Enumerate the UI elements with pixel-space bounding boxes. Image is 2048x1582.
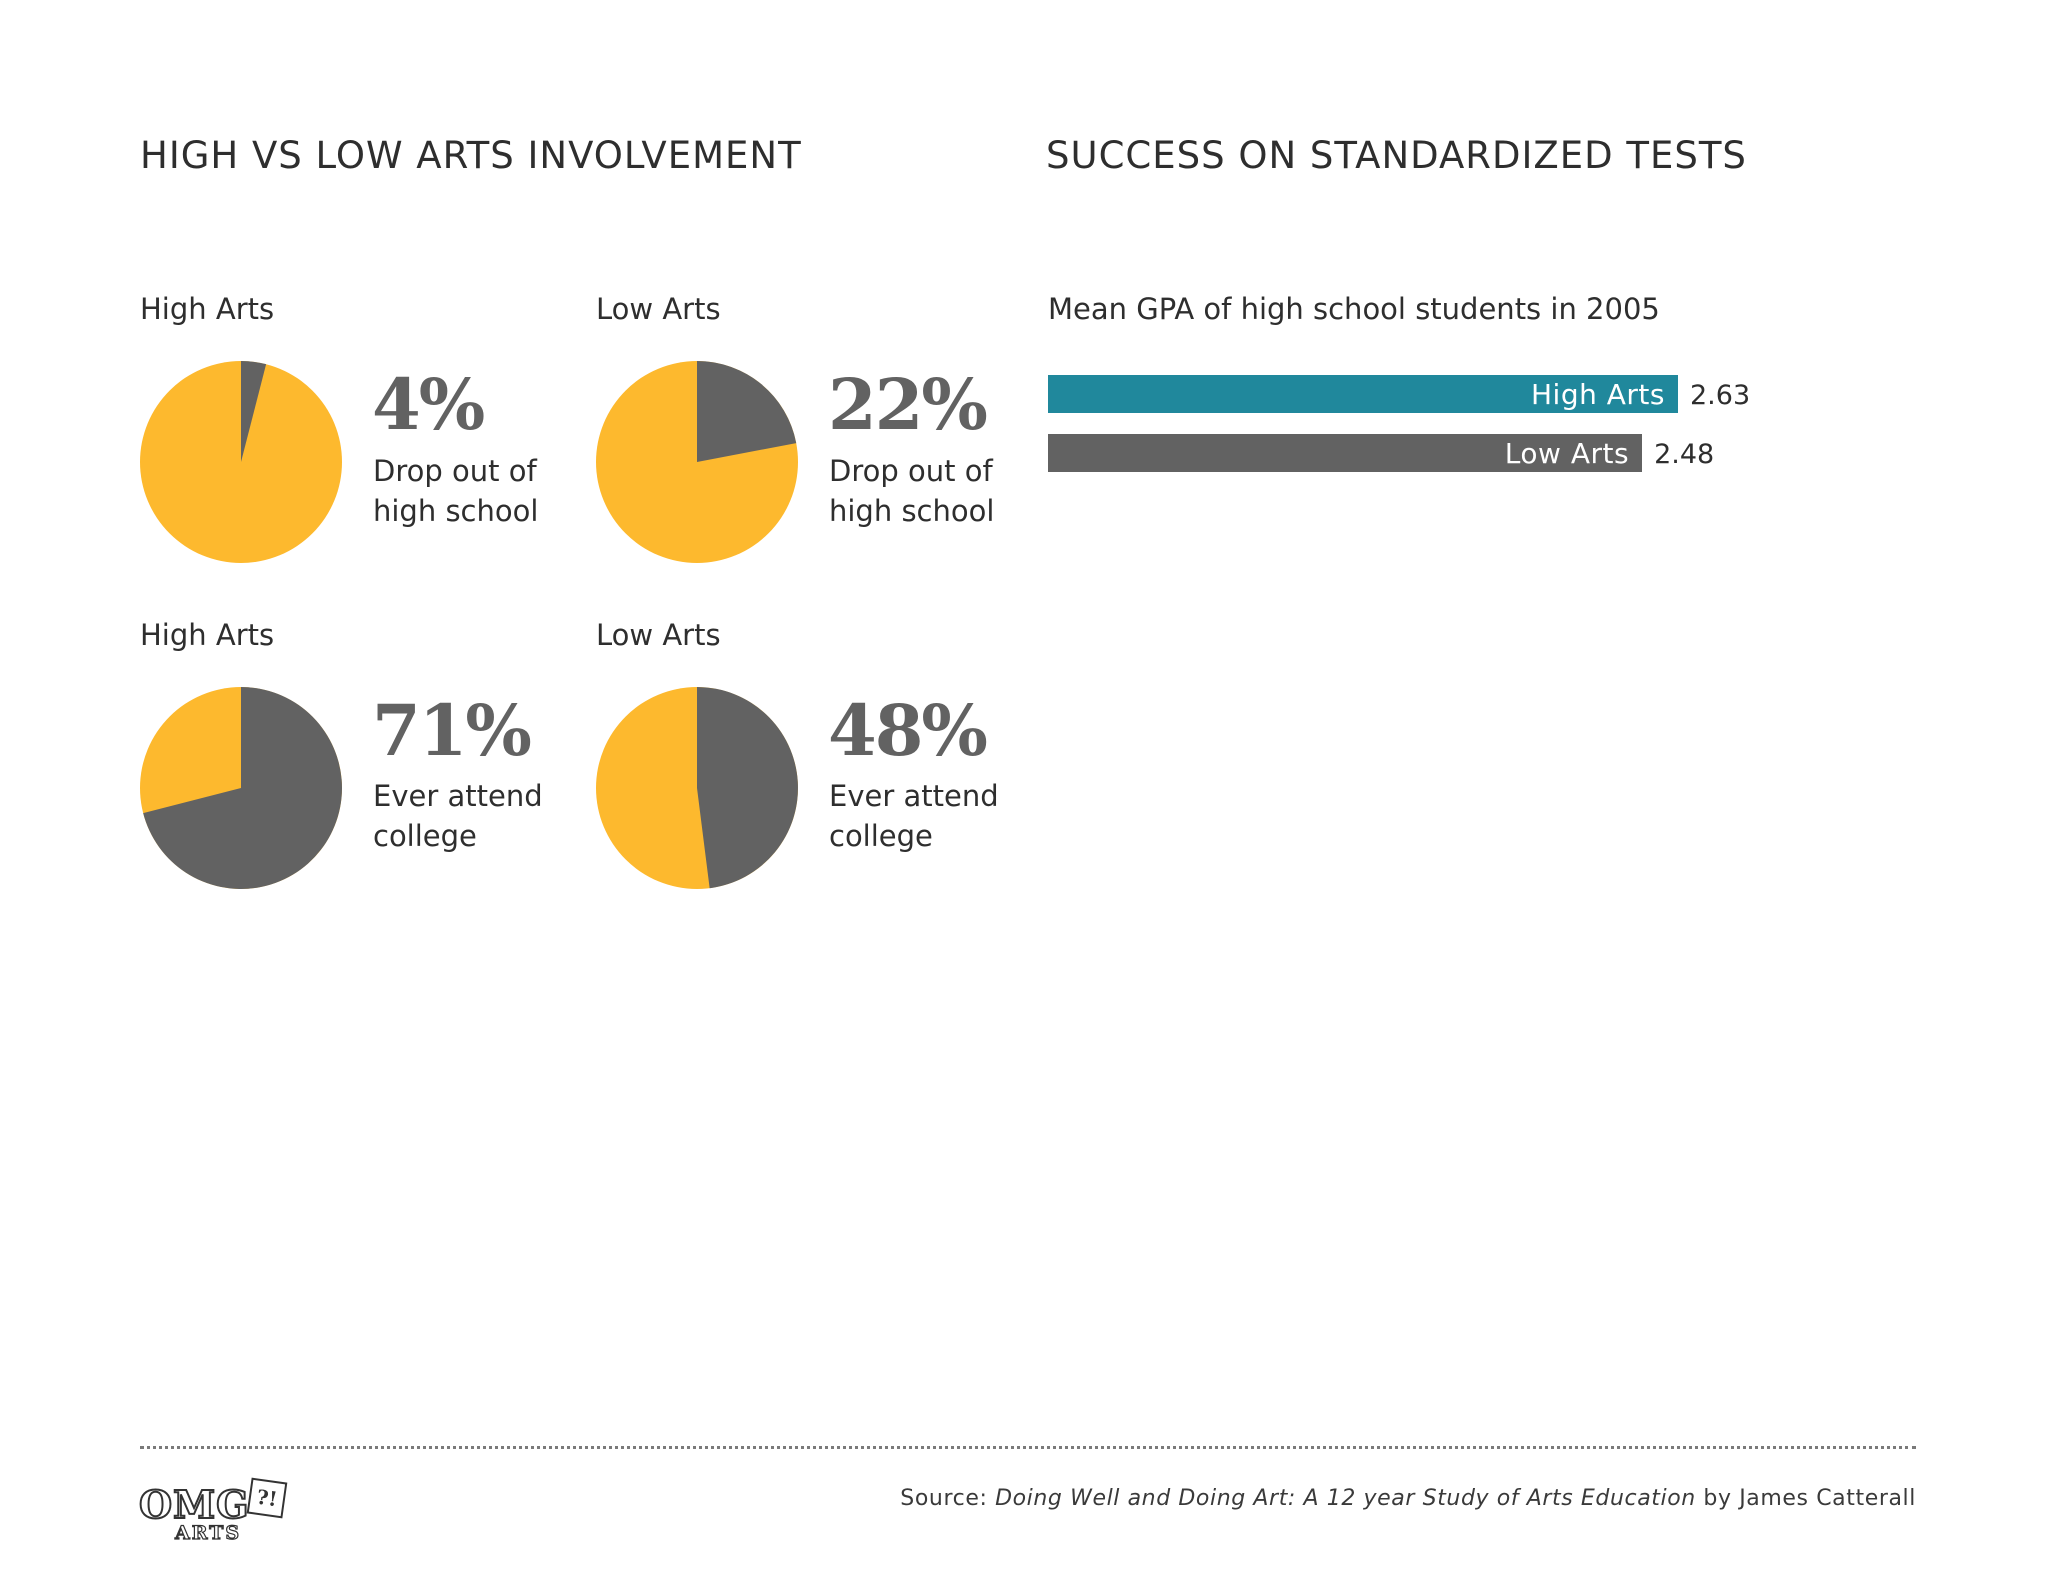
source-title: Doing Well and Doing Art: A 12 year Stud… — [995, 1486, 1696, 1511]
pie-4-title: Low Arts — [596, 618, 721, 652]
pie-3-desc-line2: college — [373, 819, 477, 853]
pie-1-desc-line1: Drop out of — [373, 454, 537, 488]
pie-4-desc-line2: college — [829, 819, 933, 853]
logo-frame-icon: ?! — [246, 1477, 288, 1519]
bar-low-arts-value: 2.48 — [1654, 439, 1715, 470]
bar-low-arts-label: Low Arts — [1504, 436, 1630, 470]
pie-3-percent: 71% — [372, 689, 532, 772]
pie-2-title: Low Arts — [596, 292, 721, 326]
source-suffix: by James Catterall — [1695, 1486, 1916, 1511]
left-section-title: HIGH VS LOW ARTS INVOLVEMENT — [140, 134, 802, 177]
pie-3-description: Ever attend college — [373, 776, 543, 856]
pie-3-chart — [140, 687, 342, 889]
bar-high-arts-value: 2.63 — [1690, 380, 1751, 411]
pie-2-highlight-slice — [697, 361, 797, 462]
bar-chart-title: Mean GPA of high school students in 2005 — [1048, 292, 1660, 326]
pie-4-description: Ever attend college — [829, 776, 999, 856]
pie-3-highlight-slice — [143, 687, 342, 889]
pie-1-title: High Arts — [140, 292, 275, 326]
bar-high-arts-label: High Arts — [1531, 377, 1665, 411]
pie-1-desc-line2: high school — [373, 494, 539, 528]
pie-3-title: High Arts — [140, 618, 275, 652]
logo-omg-text: OMG — [138, 1482, 250, 1527]
pie-2-desc-line1: Drop out of — [829, 454, 993, 488]
logo-arts-text: ARTS — [174, 1522, 242, 1544]
bar-low-arts: Low Arts — [1048, 434, 1643, 472]
pie-4-highlight-slice — [697, 687, 798, 889]
pie-4-chart — [596, 687, 798, 889]
logo-mark: ?! — [255, 1484, 279, 1512]
pie-1-highlight-slice — [241, 361, 267, 462]
pie-3-desc-line1: Ever attend — [373, 779, 543, 813]
pie-1-description: Drop out of high school — [373, 451, 538, 531]
pie-4-percent: 48% — [828, 689, 988, 772]
pie-2-description: Drop out of high school — [829, 451, 994, 531]
pie-2-chart — [596, 361, 798, 563]
right-section-title: SUCCESS ON STANDARDIZED TESTS — [1046, 134, 1747, 177]
bar-high-arts: High Arts — [1048, 375, 1678, 413]
source-prefix: Source: — [900, 1486, 996, 1511]
omg-arts-logo: OMG ?! ARTS — [137, 1477, 313, 1550]
pie-2-percent: 22% — [828, 363, 988, 446]
pie-4-desc-line1: Ever attend — [829, 779, 999, 813]
source-citation: Source: Doing Well and Doing Art: A 12 y… — [900, 1486, 1916, 1511]
pie-1-chart — [140, 361, 342, 563]
pie-2-desc-line2: high school — [829, 494, 995, 528]
pie-1-percent: 4% — [372, 363, 485, 446]
footer-divider — [140, 1446, 1916, 1449]
